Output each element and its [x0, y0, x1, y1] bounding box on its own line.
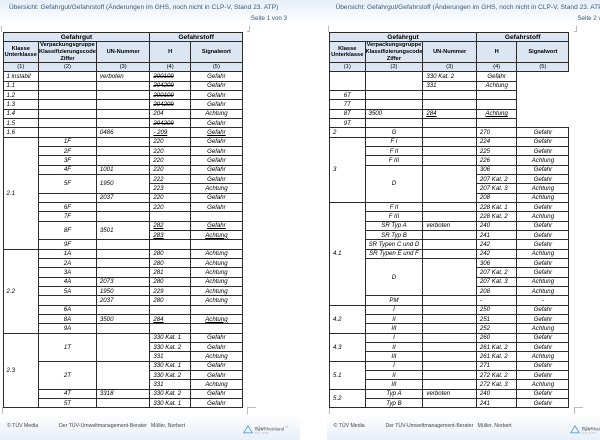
- svg-text:Rheinland: Rheinland: [590, 426, 600, 431]
- svg-text:®: ®: [286, 425, 288, 429]
- svg-text:Genau. Richtig.: Genau. Richtig.: [581, 432, 596, 434]
- svg-text:Rheinland: Rheinland: [264, 426, 285, 431]
- svg-text:Genau. Richtig.: Genau. Richtig.: [255, 432, 270, 434]
